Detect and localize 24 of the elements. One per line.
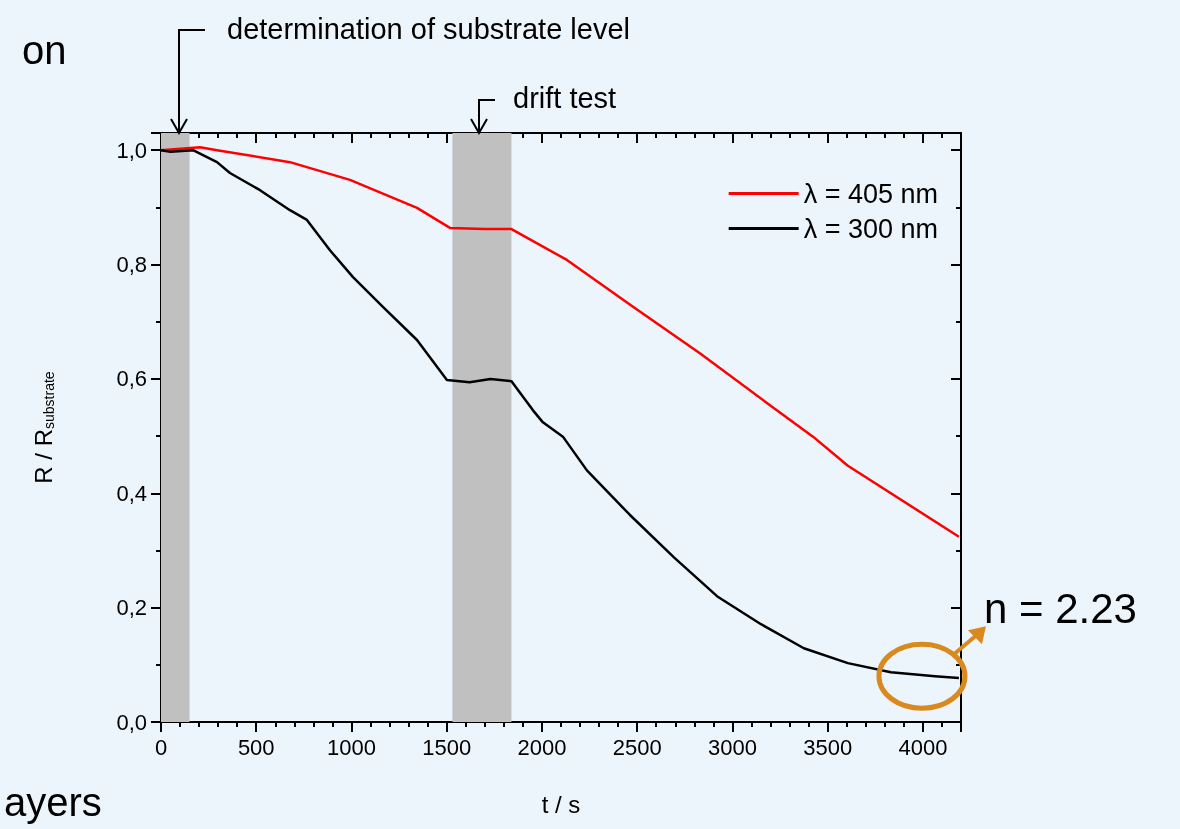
text: ayers	[4, 779, 102, 826]
y-tick-label: 0,4	[116, 480, 147, 506]
y-tick-label: 0,0	[116, 709, 147, 735]
x-tick-label: 4000	[898, 734, 948, 760]
x-tick-label: 3500	[803, 734, 853, 760]
text: on	[22, 27, 67, 74]
x-tick-label: 1000	[327, 734, 376, 760]
y-tick-label: 1,0	[116, 137, 147, 163]
y-axis-title: R / Rsubstrate	[29, 371, 57, 484]
x-axis-title: t / s	[541, 790, 581, 818]
y-tick-label: 0,8	[116, 252, 147, 278]
x-tick-label: 2000	[517, 734, 567, 760]
x-tick-label: 1500	[422, 734, 472, 760]
legend-label: λ = 405 nm	[803, 178, 938, 209]
legend-label: λ = 300 nm	[803, 213, 938, 244]
y-tick-label: 0,2	[116, 595, 147, 621]
x-tick-label: 500	[237, 734, 275, 760]
annotation: n = 2.23	[983, 584, 1137, 635]
x-tick-label: 2500	[612, 734, 662, 760]
text: determination of substrate level	[227, 12, 630, 47]
y-tick-label: 0,6	[116, 366, 147, 392]
x-tick-label: 0	[154, 734, 168, 760]
x-tick-label: 3000	[707, 734, 757, 760]
text: drift test	[513, 81, 617, 116]
